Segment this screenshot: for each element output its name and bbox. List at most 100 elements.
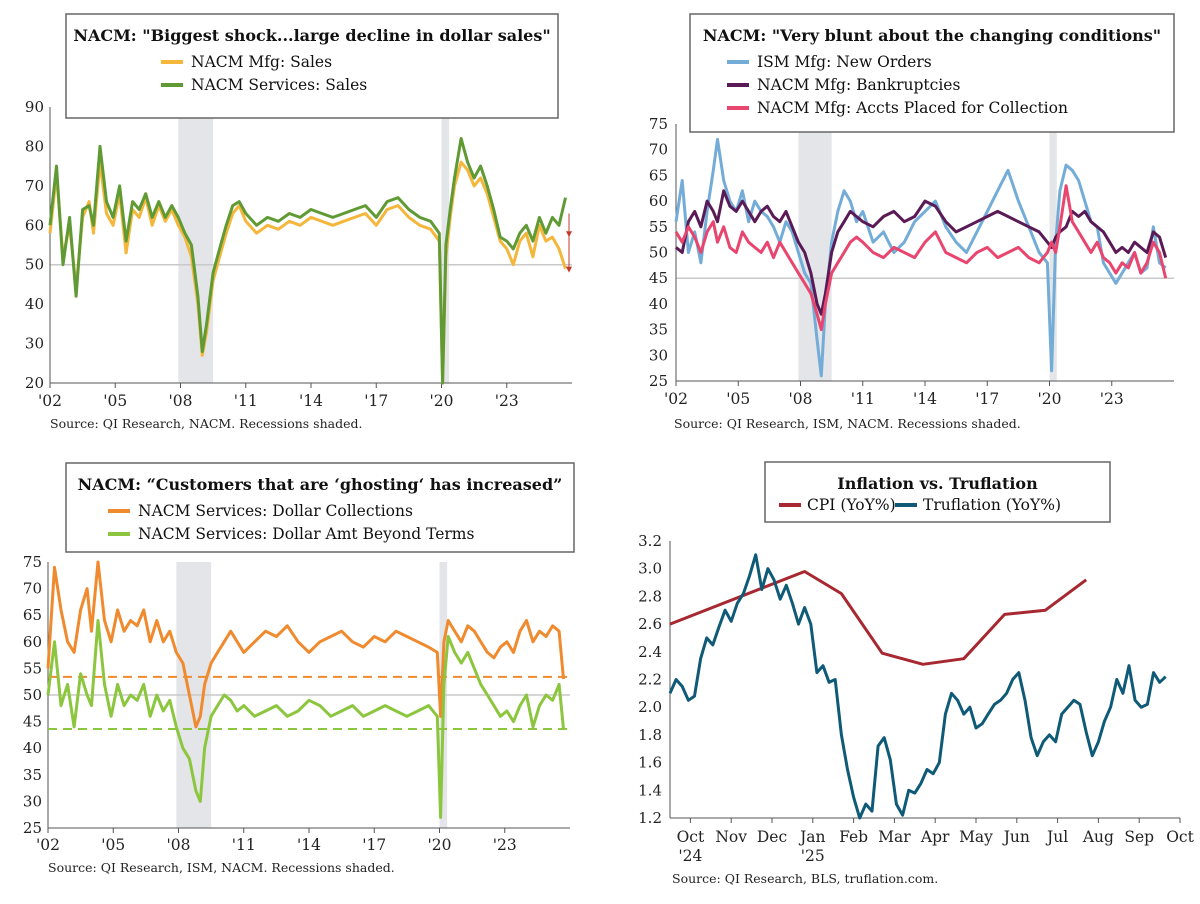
chart-svg-1: 20 30 40 50 60 70 80 90 '02 '05 '08 '11 '14 '17 '20 '23…: [25, 13, 572, 431]
y-tick-label: 3.0: [638, 560, 662, 578]
x-tick-label: '14: [297, 836, 321, 854]
x-tick-label: Jan: [798, 828, 825, 846]
y-tick-label: 75: [649, 115, 668, 133]
y-tick-label: 2.2: [638, 671, 662, 689]
x-tick-label: Aug: [1082, 828, 1114, 846]
x-tick-label: '08: [169, 392, 193, 410]
x-tick-label: Jun: [1002, 828, 1030, 846]
y-tick-label: 40: [649, 295, 668, 313]
x-tick-label: '20: [430, 392, 454, 410]
x-tick-label: Mar: [878, 828, 911, 846]
recession-band: [1049, 124, 1057, 381]
y-tick-label: 70: [25, 177, 44, 195]
x-tick-label: '11: [234, 392, 258, 410]
x-tick-label: '08: [789, 390, 813, 408]
y-tick-label: 25: [649, 372, 668, 390]
series-line-2: [668, 553, 1167, 820]
x-tick-label: '14: [913, 390, 937, 408]
y-tick-label: 55: [649, 218, 668, 236]
x-tick-label: '05: [726, 390, 750, 408]
y-tick-label: 25: [23, 819, 42, 837]
x-tick-label: '23: [493, 836, 517, 854]
series-line-1: [48, 160, 567, 385]
x-tick-label: '05: [103, 392, 127, 410]
y-tick-label: 2.8: [638, 587, 662, 605]
x-tick-label: '20: [1038, 390, 1062, 408]
chart-panel-1: 20 30 40 50 60 70 80 90 '02 '05 '08 '11 '14 '17 '20 '23…: [0, 0, 600, 440]
y-tick-label: 70: [23, 580, 42, 598]
y-tick-label: 40: [25, 295, 44, 313]
legend-box: [689, 13, 1175, 133]
y-tick-label: 60: [649, 192, 668, 210]
y-tick-label: 1.8: [638, 726, 662, 744]
y-tick-label: 35: [649, 321, 668, 339]
x-tick-label: '02: [36, 836, 60, 854]
legend-label: NACM Mfg: Sales: [191, 53, 332, 71]
legend-label: NACM Services: Dollar Amt Beyond Terms: [138, 525, 474, 543]
x-tick-label: '17: [362, 836, 386, 854]
y-tick-label: 50: [25, 256, 44, 274]
y-tick-label: 30: [649, 346, 668, 364]
x-tick-label: Jul: [1045, 828, 1068, 846]
chart-title: Inflation vs. Truflation: [837, 474, 1038, 493]
chart-svg-4: 1.21.41.61.82.02.22.42.62.83.03.2Oct'24N…: [638, 461, 1195, 886]
y-tick-label: 2.0: [638, 698, 662, 716]
arrow-head: [566, 266, 572, 273]
x-tick-label: '20: [428, 836, 452, 854]
x-tick-label: Dec: [757, 828, 787, 846]
chart-title: NACM: "Very blunt about the changing con…: [703, 26, 1161, 45]
source-note: Source: QI Research, ISM, NACM. Recessio…: [674, 416, 1021, 431]
recession-band: [178, 107, 214, 383]
chart-panel-4: 1.2 1.4 1.6 1.8 2.0 2.2 2.4 2.6 2.8 3.0 3.2 Oct '24 N…: [600, 450, 1200, 900]
x-tick-label: May: [959, 828, 993, 846]
x-tick-label: '08: [167, 836, 191, 854]
y-tick-label: 30: [23, 792, 42, 810]
x-tick-label: '05: [101, 836, 125, 854]
series-line-2: [675, 189, 1168, 316]
y-tick-label: 45: [649, 269, 668, 287]
y-tick-label: 1.2: [638, 809, 662, 827]
source-note: Source: QI Research, NACM. Recessions sh…: [50, 416, 362, 431]
series-line-2: [46, 619, 565, 819]
x-tick-label: '14: [299, 392, 323, 410]
y-tick-label: 70: [649, 141, 668, 159]
legend-label: NACM Mfg: Accts Placed for Collection: [757, 99, 1068, 117]
x-tick-label: '11: [851, 390, 875, 408]
legend-box: [65, 462, 575, 553]
x-tick-sublabel: '24: [678, 847, 702, 865]
chart-svg-3: 25 30 35 40 45 50 55 60 65 70 75 '02 '05 '08 '11 '14 '17…: [23, 462, 575, 875]
series-line-1: [46, 560, 565, 729]
y-tick-label: 90: [25, 98, 44, 116]
legend-label: NACM Services: Dollar Collections: [138, 502, 413, 520]
x-tick-label: Sep: [1124, 828, 1154, 846]
y-tick-label: 40: [23, 739, 42, 757]
x-tick-label: '02: [664, 390, 688, 408]
y-tick-label: 20: [25, 374, 44, 392]
legend-box: [65, 13, 559, 119]
legend-label: NACM Mfg: Bankruptcies: [757, 76, 960, 94]
legend-label: CPI (YoY%): [807, 496, 896, 514]
y-tick-label: 30: [25, 335, 44, 353]
chart-title: NACM: "Biggest shock...large decline in …: [73, 26, 550, 45]
x-tick-label: '11: [232, 836, 256, 854]
x-tick-label: Oct: [677, 828, 705, 846]
x-tick-label: Nov: [715, 828, 747, 846]
x-tick-sublabel: '25: [801, 847, 825, 865]
y-tick-label: 1.4: [638, 781, 662, 799]
chart-svg-2: 25 30 35 40 45 50 55 60 65 70 75 '02 '05 '08 '11 '14 '17…: [649, 13, 1175, 431]
y-tick-label: 50: [23, 686, 42, 704]
legend-label: NACM Services: Sales: [191, 76, 367, 94]
legend-label: ISM Mfg: New Orders: [757, 53, 932, 71]
y-tick-label: 2.4: [638, 643, 662, 661]
y-tick-label: 60: [25, 216, 44, 234]
series-line-1: [669, 570, 1088, 666]
series-line-2: [48, 137, 567, 385]
source-note: Source: QI Research, BLS, truflation.com…: [672, 871, 938, 886]
y-tick-label: 75: [23, 553, 42, 571]
chart-title: NACM: “Customers that are ‘ghosting‘ has…: [78, 475, 563, 494]
y-tick-label: 45: [23, 713, 42, 731]
legend-label: Truflation (YoY%): [923, 496, 1061, 514]
arrow-head: [566, 231, 572, 238]
x-tick-label: Feb: [839, 828, 868, 846]
x-tick-label: '17: [364, 392, 388, 410]
